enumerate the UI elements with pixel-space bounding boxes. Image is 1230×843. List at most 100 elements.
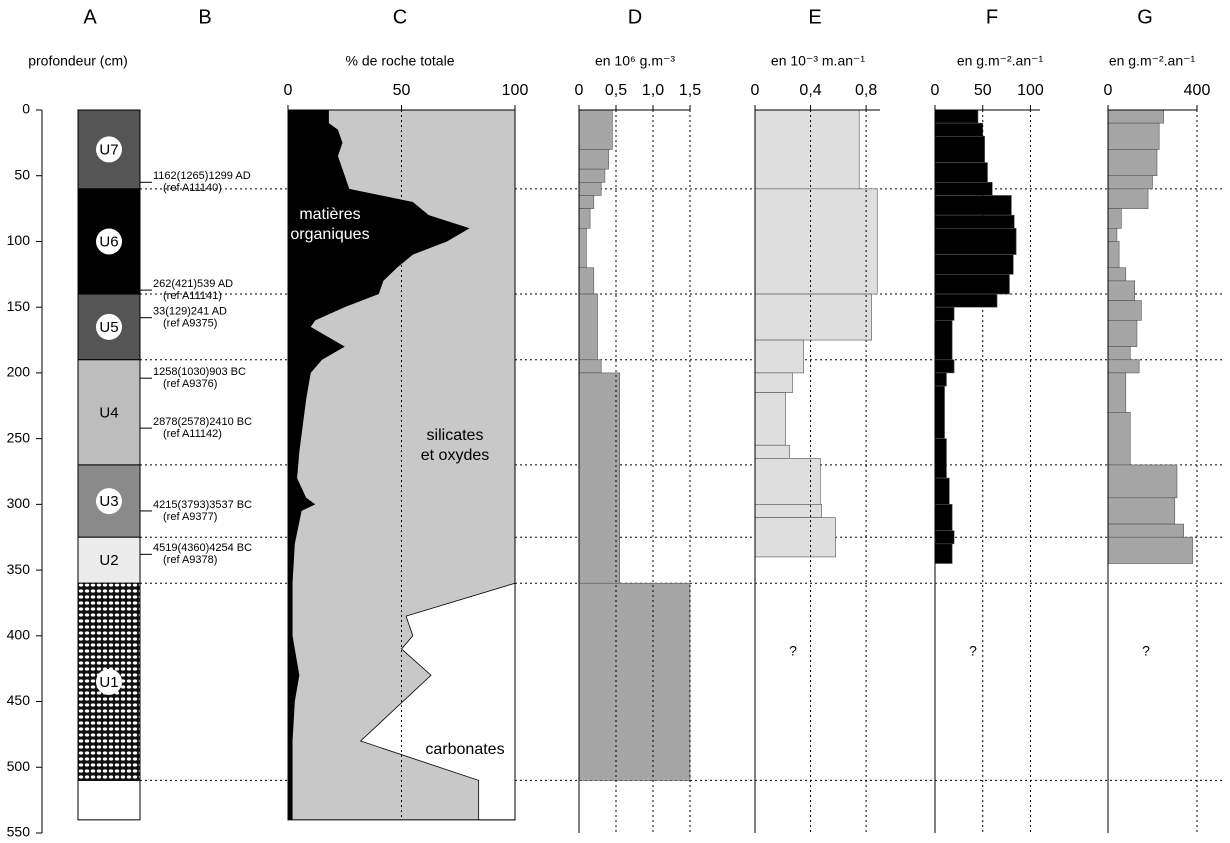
step-bar [934, 293, 998, 308]
series-label: carbonates [425, 741, 504, 758]
step-bar [1107, 300, 1142, 321]
y-tick-label: 500 [7, 758, 31, 774]
date-ref: (ref A9378) [163, 554, 217, 566]
step-bar [934, 385, 945, 439]
step-bar [1107, 372, 1127, 413]
unit-label: U7 [99, 141, 118, 158]
step-bar [754, 293, 872, 341]
note: ? [789, 642, 797, 658]
step-bar [1107, 109, 1164, 124]
step-bar [934, 162, 988, 183]
y-tick-label: 450 [7, 692, 31, 708]
step-bar [1107, 175, 1153, 190]
panel-subtitle: profondeur (cm) [28, 53, 128, 69]
x-tick-label: 100 [1017, 82, 1044, 99]
x-tick-label: 0 [1104, 82, 1113, 99]
panel-letter: A [83, 6, 97, 28]
step-bar [934, 122, 984, 137]
step-bar [1107, 267, 1127, 282]
date-label: 2878(2578)2410 BC [153, 416, 252, 428]
step-bar [1107, 359, 1140, 374]
x-tick-label: 1,5 [679, 82, 701, 99]
x-tick-label: 0,5 [605, 82, 627, 99]
step-bar [1107, 320, 1138, 347]
panel-letter: C [393, 6, 407, 28]
step-bar [1107, 149, 1158, 177]
x-tick-label: 100 [502, 82, 529, 99]
step-bar [934, 274, 1010, 295]
y-tick-label: 350 [7, 561, 31, 577]
panel-letter: D [628, 6, 642, 28]
date-label: 1258(1030)903 BC [153, 366, 246, 378]
unit-badge [96, 313, 122, 340]
step-bar [1107, 536, 1193, 564]
step-bar [754, 504, 822, 518]
series-label: organiques [290, 226, 369, 243]
unit-badge [96, 488, 122, 515]
step-bar [934, 438, 947, 479]
step-bar [934, 504, 953, 531]
step-bar [934, 109, 979, 124]
step-bar [934, 359, 955, 374]
y-tick-label: 150 [7, 298, 31, 314]
step-bar [754, 339, 804, 374]
x-tick-label: 0 [751, 82, 760, 99]
date-ref: (ref A9375) [163, 318, 217, 330]
date-label: 1162(1265)1299 AD [153, 170, 251, 182]
step-bar [1107, 412, 1131, 466]
unit-label: U3 [99, 493, 118, 510]
step-bar [1107, 208, 1122, 229]
unit-label: U5 [99, 319, 118, 336]
y-tick-label: 0 [22, 101, 30, 117]
step-bar [754, 109, 860, 190]
step-bar [754, 517, 836, 558]
x-tick-label: 0 [931, 82, 940, 99]
note: ? [1142, 642, 1150, 658]
step-bar [578, 372, 621, 584]
step-bar [578, 267, 595, 295]
step-bar [934, 214, 1015, 229]
x-tick-label: 50 [974, 82, 992, 99]
step-bar [1107, 280, 1136, 301]
unit-label: U1 [99, 674, 118, 691]
unit-badge [96, 228, 122, 255]
step-bar [934, 306, 955, 321]
panel-letter: F [986, 6, 998, 28]
step-bar [578, 359, 602, 374]
unit-badge [96, 668, 122, 695]
step-bar [934, 543, 953, 564]
step-bar [578, 208, 591, 229]
date-ref: (ref A9376) [163, 378, 217, 390]
step-bar [754, 392, 786, 446]
step-bar [578, 228, 587, 269]
date-label: 4519(4360)4254 BC [153, 542, 252, 554]
x-tick-label: 0 [284, 82, 293, 99]
series-label: matières [299, 206, 360, 223]
date-ref: (ref A11140) [163, 182, 222, 194]
step-bar [1107, 241, 1120, 269]
step-bar [1107, 188, 1149, 209]
step-bar [578, 182, 602, 196]
unit-badge [96, 136, 122, 163]
step-bar [1107, 122, 1160, 150]
lithology-unit [77, 779, 141, 821]
step-bar [934, 530, 955, 545]
step-bar [578, 195, 595, 209]
step-bar [578, 109, 613, 150]
panel-subtitle: % de roche totale [346, 53, 455, 69]
panel-letter: G [1137, 6, 1153, 28]
panel-letter: B [198, 6, 211, 28]
step-bar [934, 195, 1012, 216]
lithology-unit [77, 536, 141, 584]
date-ref: (ref A11141) [163, 290, 222, 302]
series-label: et oxydes [421, 447, 489, 464]
step-bar [1107, 464, 1178, 499]
panel-subtitle: en 10⁶ g.m⁻³ [595, 53, 675, 69]
y-tick-label: 400 [7, 627, 31, 643]
date-label: 33(129)241 AD [153, 306, 227, 318]
x-tick-label: 50 [393, 82, 411, 99]
step-bar [578, 168, 606, 183]
y-tick-label: 250 [7, 429, 31, 445]
x-tick-label: 1,0 [642, 82, 664, 99]
